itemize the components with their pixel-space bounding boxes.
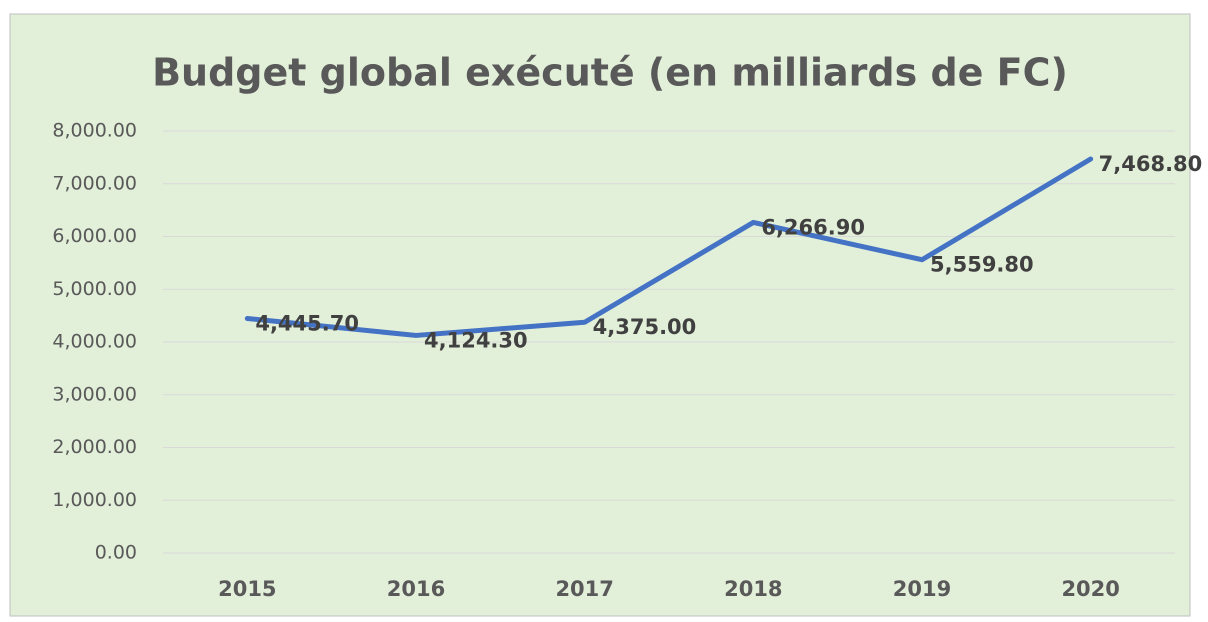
data-line	[244, 156, 1094, 338]
data-label: 4,375.00	[593, 315, 697, 339]
y-tick-label: 4,000.00	[52, 331, 137, 353]
x-tick-label: 2018	[724, 577, 782, 601]
data-label: 4,445.70	[255, 311, 359, 335]
y-tick-label: 1,000.00	[52, 489, 137, 511]
x-tick-label: 2019	[893, 577, 951, 601]
data-label: 6,266.90	[761, 215, 865, 239]
y-tick-label: 6,000.00	[52, 225, 137, 247]
y-tick-label: 0.00	[95, 542, 137, 564]
x-tick-label: 2015	[218, 577, 276, 601]
y-tick-label: 3,000.00	[52, 383, 137, 405]
chart-title: Budget global exécuté (en milliards de F…	[152, 51, 1068, 95]
x-tick-label: 2017	[555, 577, 613, 601]
data-label: 4,124.30	[424, 328, 528, 352]
data-label: 5,559.80	[930, 253, 1034, 277]
x-tick-label: 2020	[1061, 577, 1119, 601]
y-tick-label: 7,000.00	[52, 172, 137, 194]
data-label: 7,468.80	[1099, 152, 1203, 176]
y-tick-label: 8,000.00	[52, 120, 137, 142]
x-tick-label: 2016	[387, 577, 445, 601]
y-tick-label: 2,000.00	[52, 436, 137, 458]
y-tick-label: 5,000.00	[52, 278, 137, 300]
